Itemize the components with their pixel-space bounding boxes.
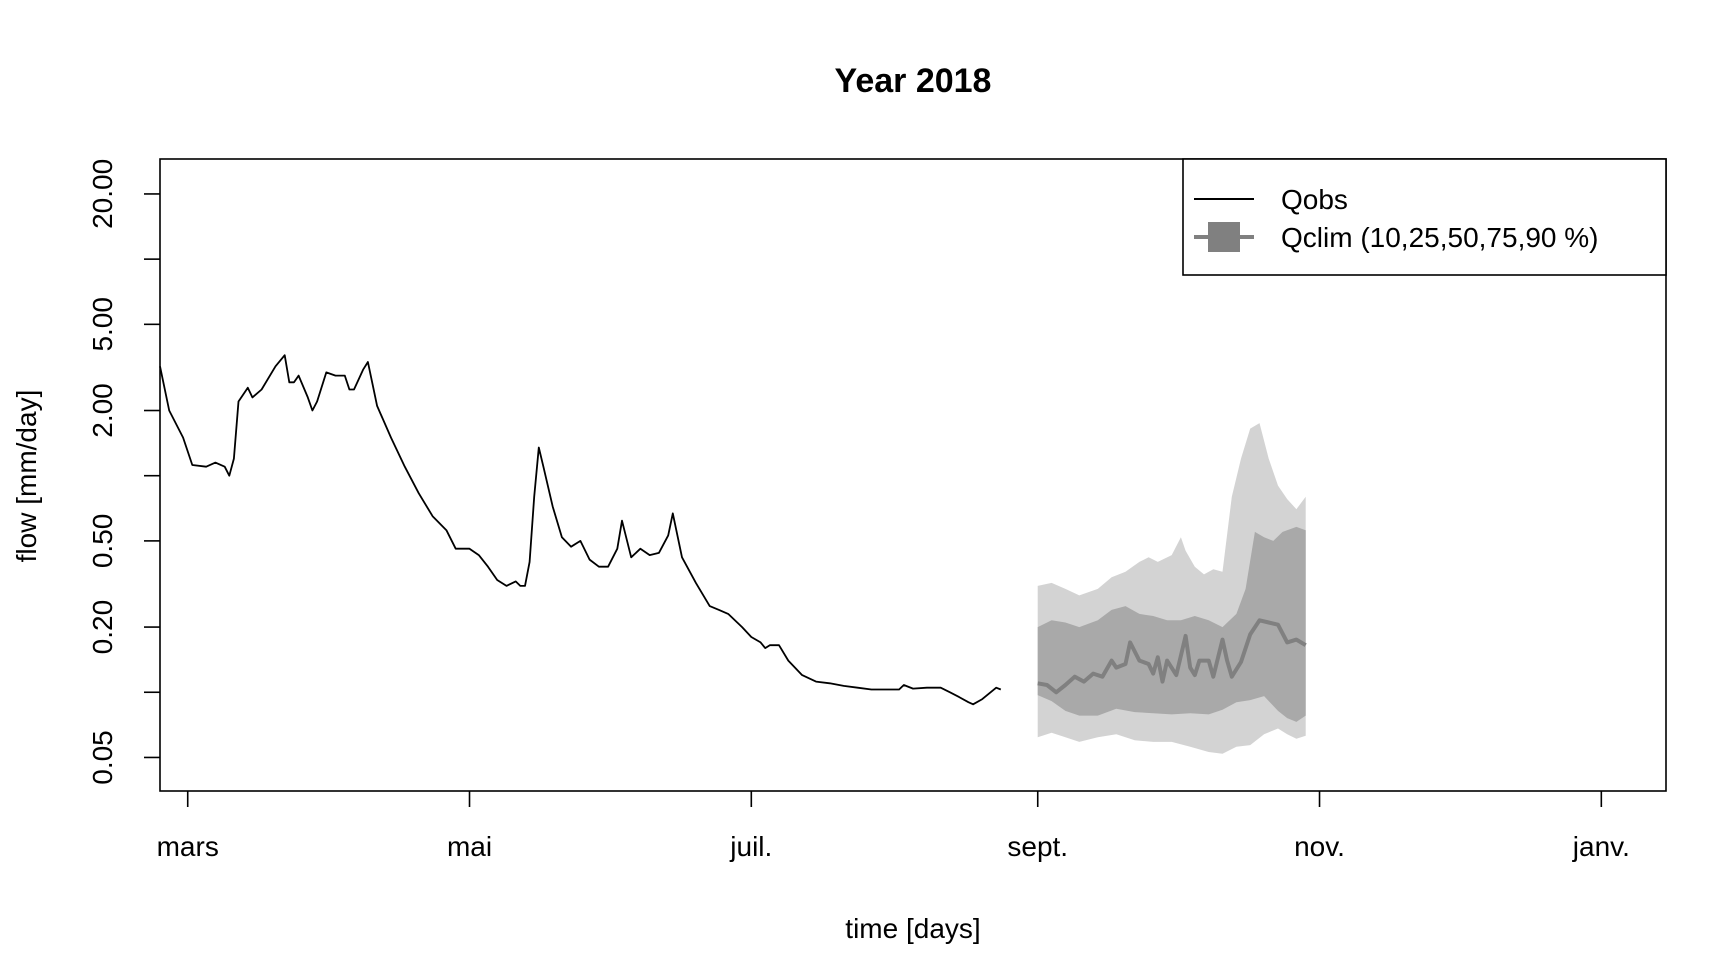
x-tick-label: nov.	[1294, 831, 1345, 862]
y-tick-label: 0.50	[87, 514, 118, 569]
x-tick-label: mai	[447, 831, 492, 862]
y-axis: 0.05 0.20 0.50 2.00 5.00 20.00	[87, 159, 160, 785]
qclim-median-line	[1037, 618, 1307, 695]
y-tick-label: 0.20	[87, 600, 118, 655]
y-tick-label: 2.00	[87, 383, 118, 438]
x-tick-label: janv.	[1572, 831, 1630, 862]
legend-qclim-label: Qclim (10,25,50,75,90 %)	[1281, 222, 1599, 253]
x-tick-label: juil.	[729, 831, 772, 862]
legend-box	[1182, 158, 1667, 276]
legend: Qobs Qclim (10,25,50,75,90 %)	[1182, 158, 1667, 276]
plot-area	[159, 354, 1307, 754]
x-axis-label: time [days]	[845, 913, 980, 944]
legend-qclim-swatch-box	[1208, 222, 1240, 252]
y-tick-label: 5.00	[87, 297, 118, 352]
x-axis: mars mai juil. sept. nov. janv.	[157, 791, 1630, 862]
y-tick-label: 20.00	[87, 159, 118, 229]
x-tick-label: sept.	[1007, 831, 1068, 862]
y-axis-label: flow [mm/day]	[11, 390, 42, 563]
chart-title: Year 2018	[835, 62, 992, 100]
y-tick-label: 0.05	[87, 730, 118, 785]
qobs-line	[159, 354, 1002, 706]
x-tick-label: mars	[157, 831, 219, 862]
legend-qobs-label: Qobs	[1281, 184, 1348, 215]
